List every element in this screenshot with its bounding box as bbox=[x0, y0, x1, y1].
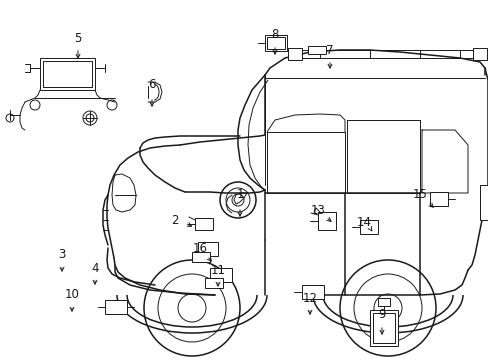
Bar bbox=[105, 300, 127, 314]
Bar bbox=[209, 268, 231, 282]
Text: 4: 4 bbox=[91, 261, 99, 274]
Bar bbox=[287, 48, 302, 60]
Text: 11: 11 bbox=[210, 264, 225, 276]
Text: 10: 10 bbox=[64, 288, 79, 302]
Bar bbox=[198, 242, 218, 256]
Text: 15: 15 bbox=[412, 189, 427, 202]
Bar bbox=[359, 220, 377, 234]
Text: 1: 1 bbox=[236, 189, 243, 202]
Text: 3: 3 bbox=[58, 248, 65, 261]
Bar bbox=[195, 218, 213, 230]
Text: 7: 7 bbox=[325, 44, 333, 57]
Text: 12: 12 bbox=[302, 292, 317, 305]
Bar bbox=[307, 46, 325, 54]
Text: 9: 9 bbox=[378, 309, 385, 321]
Text: 16: 16 bbox=[192, 242, 207, 255]
Text: 5: 5 bbox=[74, 31, 81, 45]
Bar bbox=[266, 37, 285, 49]
Bar bbox=[317, 212, 335, 230]
Text: 8: 8 bbox=[271, 28, 278, 41]
Bar bbox=[429, 192, 447, 206]
Bar bbox=[479, 185, 487, 220]
Bar bbox=[369, 310, 397, 346]
Bar bbox=[40, 58, 95, 90]
Bar bbox=[377, 298, 389, 306]
Bar bbox=[204, 278, 223, 288]
Text: 13: 13 bbox=[310, 203, 325, 216]
Bar bbox=[302, 285, 324, 299]
Text: 14: 14 bbox=[356, 216, 371, 229]
Bar bbox=[264, 35, 286, 51]
Text: 2: 2 bbox=[171, 213, 179, 226]
Bar bbox=[192, 252, 209, 262]
Bar bbox=[372, 313, 394, 343]
Bar bbox=[472, 48, 486, 60]
Text: 6: 6 bbox=[148, 78, 156, 91]
Bar bbox=[43, 61, 92, 87]
